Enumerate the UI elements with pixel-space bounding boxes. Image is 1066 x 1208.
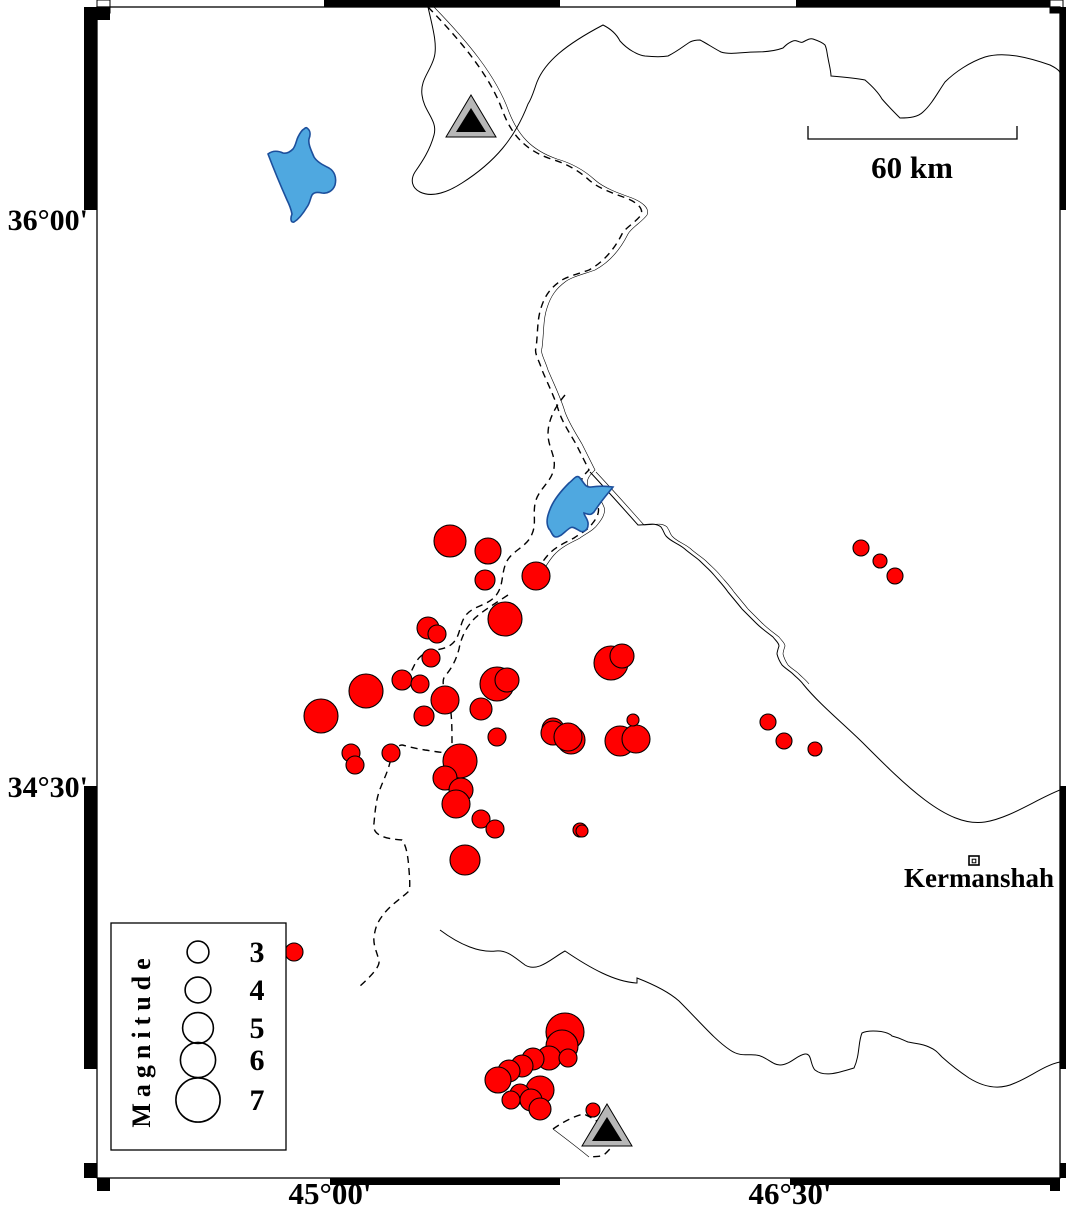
svg-text:Kermanshah: Kermanshah (904, 863, 1054, 893)
svg-text:46°30': 46°30' (748, 1176, 831, 1208)
svg-text:60 km: 60 km (871, 150, 953, 185)
svg-text:4: 4 (250, 974, 265, 1007)
svg-text:45°00': 45°00' (288, 1176, 371, 1208)
svg-text:36°00': 36°00' (8, 204, 88, 237)
svg-text:5: 5 (250, 1012, 265, 1045)
svg-text:34°30': 34°30' (8, 771, 88, 804)
svg-text:3: 3 (250, 936, 265, 969)
svg-text:Magnitude: Magnitude (127, 952, 156, 1127)
svg-text:6: 6 (250, 1044, 265, 1077)
svg-text:7: 7 (250, 1084, 265, 1117)
